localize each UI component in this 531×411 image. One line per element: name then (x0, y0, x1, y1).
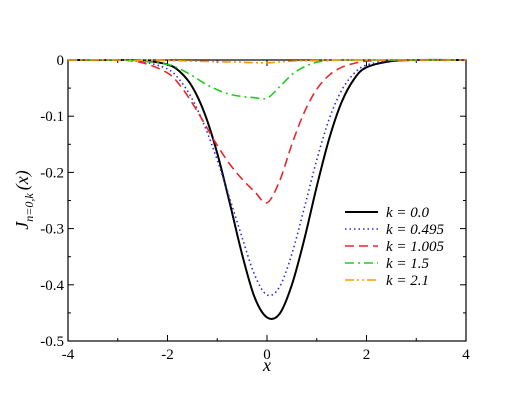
x-axis-label: x (262, 355, 271, 375)
x-tick-label: 2 (363, 347, 371, 363)
y-tick-label: -0.2 (40, 165, 64, 181)
y-tick-label: 0 (57, 53, 65, 69)
y-tick-label: -0.3 (40, 222, 64, 238)
y-tick-label: -0.1 (40, 109, 64, 125)
x-tick-label: -2 (161, 347, 174, 363)
legend-label: k = 2.1 (386, 273, 429, 289)
y-tick-label: -0.5 (40, 334, 64, 350)
y-axis-label-sub: n=0,k (22, 193, 36, 222)
y-axis-label-main: J (12, 221, 32, 230)
x-tick-label: 0 (263, 347, 271, 363)
series-line-2 (67, 59, 467, 297)
x-tick-label: -4 (62, 347, 75, 363)
series-line-1 (67, 58, 467, 320)
series-line-5 (67, 59, 466, 64)
legend-label: k = 1.005 (386, 239, 445, 255)
y-axis-label-arg: (x) (12, 170, 33, 190)
series-line-3 (67, 58, 466, 204)
series-lines (67, 58, 467, 320)
y-axis-label: Jn=0,k (x) (12, 170, 36, 229)
series-line-4 (67, 59, 466, 100)
y-tick-label: -0.4 (40, 278, 64, 294)
legend-label: k = 0.495 (386, 222, 445, 238)
legend-label: k = 1.5 (386, 256, 430, 272)
plot-frame (67, 59, 467, 342)
x-tick-label: 4 (462, 347, 470, 363)
legend-label: k = 0.0 (386, 205, 430, 221)
